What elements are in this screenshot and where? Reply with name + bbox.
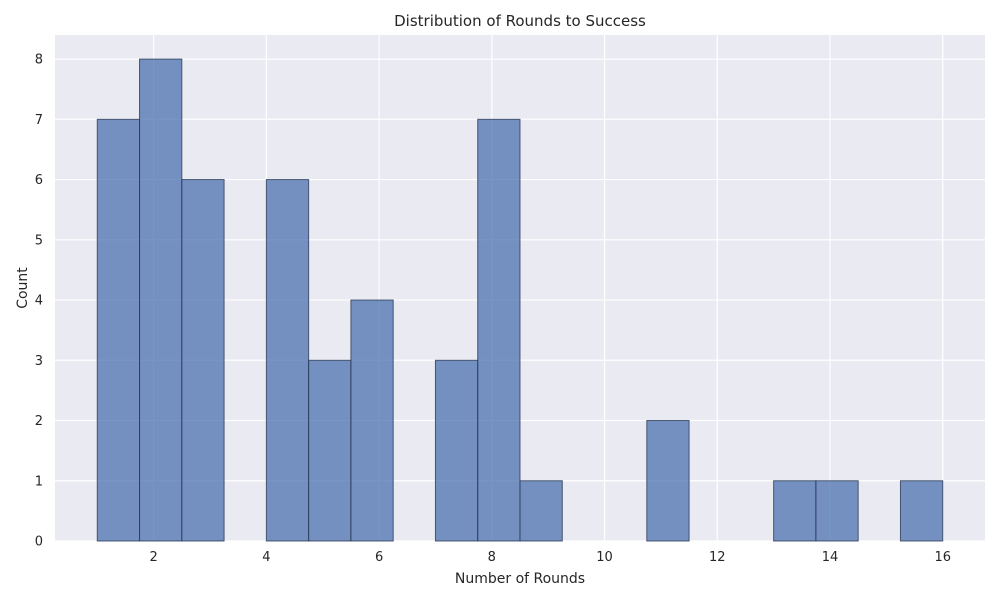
y-tick-label: 3 — [35, 354, 43, 369]
histogram-bar — [519, 480, 563, 542]
x-tick-label: 10 — [596, 550, 613, 565]
x-tick-label: 2 — [149, 550, 157, 565]
histogram-bars — [96, 58, 944, 542]
histogram-bar — [646, 420, 690, 542]
y-tick-label: 1 — [35, 474, 43, 489]
y-tick-label: 0 — [35, 535, 43, 550]
y-tick-label: 4 — [35, 294, 43, 309]
histogram-bar — [139, 58, 183, 542]
y-axis-label: Count — [15, 267, 31, 309]
y-tick-label: 7 — [35, 113, 43, 128]
y-tick-label: 2 — [35, 414, 43, 429]
histogram-bar — [308, 359, 352, 542]
histogram-bar — [899, 480, 944, 542]
x-tick-label: 4 — [262, 550, 270, 565]
histogram-bar — [773, 480, 817, 542]
x-axis-label: Number of Rounds — [455, 571, 585, 587]
x-tick-label: 14 — [822, 550, 839, 565]
histogram-bar — [815, 480, 859, 542]
y-tick-label: 8 — [35, 53, 43, 68]
histogram-bar — [434, 359, 479, 542]
x-tick-label: 16 — [934, 550, 951, 565]
y-tick-label: 6 — [35, 173, 43, 188]
chart-title: Distribution of Rounds to Success — [394, 12, 646, 30]
histogram-bar — [181, 179, 225, 542]
histogram-bar — [477, 118, 521, 542]
y-axis-ticks: 0 1 2 3 4 5 6 7 8 — [35, 53, 43, 550]
x-axis-ticks: 2 4 6 8 10 12 14 16 — [149, 550, 951, 565]
x-tick-label: 6 — [375, 550, 383, 565]
x-tick-label: 12 — [709, 550, 726, 565]
y-tick-label: 5 — [35, 233, 43, 248]
histogram-bar — [350, 299, 394, 542]
x-tick-label: 8 — [488, 550, 496, 565]
histogram-bar — [96, 118, 141, 542]
histogram-bar — [265, 179, 310, 542]
